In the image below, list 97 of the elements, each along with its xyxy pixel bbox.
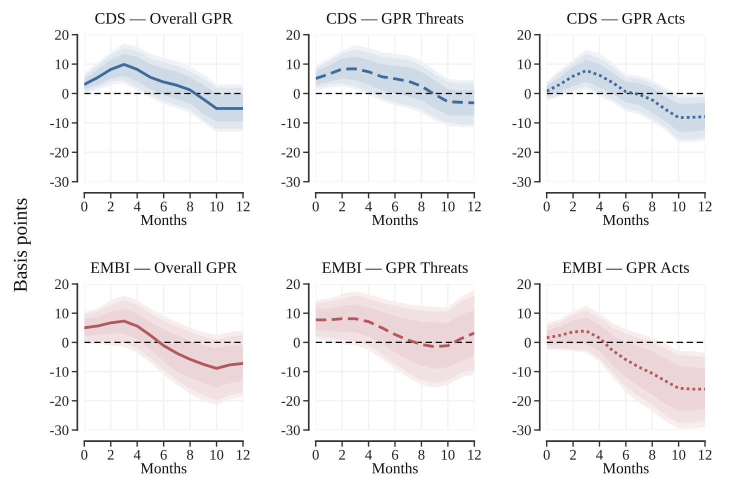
x-tick-label: 2	[339, 202, 345, 212]
y-tick-label: 10	[56, 308, 68, 318]
x-axis-title: Months	[372, 214, 418, 226]
y-tick-label: 10	[287, 308, 300, 318]
y-tick-label: 0	[294, 88, 300, 99]
x-tick-label: 8	[649, 202, 656, 212]
chart-title: EMBI — GPR Acts	[562, 262, 689, 274]
y-tick-label: 0	[524, 338, 531, 348]
x-axis-title: Months	[602, 214, 649, 226]
y-tick-label: 20	[55, 30, 68, 40]
y-tick-label: -10	[50, 366, 68, 377]
chart-title: CDS — GPR Threats	[326, 12, 464, 24]
y-tick-label: -20	[512, 396, 531, 406]
y-tick-label: -30	[50, 177, 68, 187]
x-tick-label: 6	[160, 450, 167, 460]
y-tick-label: -30	[282, 425, 300, 436]
line-series	[546, 69, 705, 119]
x-tick-label: 2	[108, 450, 114, 460]
x-tick-label: 0	[544, 450, 550, 460]
y-tick-label: -20	[282, 148, 300, 158]
y-tick-label: -20	[50, 148, 68, 158]
line-series	[84, 63, 243, 110]
y-tick-label: 0	[62, 88, 68, 99]
x-tick-label: 0	[312, 450, 319, 460]
x-tick-label: 4	[134, 202, 141, 212]
x-tick-label: 8	[187, 202, 194, 212]
y-tick-label: -10	[512, 366, 531, 377]
x-tick-label: 12	[698, 450, 712, 460]
y-tick-label: 10	[287, 59, 300, 70]
x-tick-label: 12	[468, 202, 481, 212]
x-tick-label: 8	[649, 450, 656, 460]
x-tick-label: 8	[418, 202, 425, 212]
x-tick-label: 4	[596, 450, 603, 460]
y-tick-label: 20	[517, 279, 531, 290]
y-tick-label: 10	[518, 308, 531, 318]
y-tick-label: 20	[517, 30, 531, 40]
y-axis-title: Basis points	[14, 198, 31, 292]
y-tick-label: 0	[524, 88, 531, 99]
x-tick-label: 2	[570, 202, 576, 212]
x-tick-label: 2	[570, 450, 576, 460]
y-tick-label: 20	[286, 279, 300, 290]
y-tick-label: -20	[512, 148, 531, 158]
x-tick-label: 10	[442, 202, 455, 212]
chart-title: CDS — Overall GPR	[95, 12, 233, 24]
y-tick-label: -10	[282, 366, 300, 377]
y-tick-label: -20	[50, 396, 68, 406]
line-series	[316, 317, 474, 348]
chart-title: EMBI — Overall GPR	[90, 262, 238, 274]
y-tick-label: 10	[518, 59, 531, 70]
x-tick-label: 12	[236, 450, 250, 460]
x-tick-label: 6	[392, 202, 398, 212]
y-tick-label: 20	[286, 30, 300, 40]
line-series	[84, 320, 243, 370]
y-tick-label: -30	[50, 425, 68, 436]
x-tick-label: 12	[468, 450, 481, 460]
x-tick-label: 4	[596, 202, 603, 212]
y-tick-label: 0	[294, 338, 300, 348]
y-tick-label: -10	[282, 118, 300, 128]
x-tick-label: 6	[160, 202, 167, 212]
x-tick-label: 10	[672, 450, 686, 460]
x-axis-title: Months	[602, 462, 649, 474]
x-tick-label: 0	[544, 202, 550, 212]
x-tick-label: 4	[365, 450, 372, 460]
x-tick-label: 12	[698, 202, 712, 212]
x-tick-label: 12	[236, 202, 250, 212]
y-tick-label: -30	[512, 177, 531, 187]
x-tick-label: 6	[622, 450, 630, 460]
line-series	[546, 330, 705, 391]
y-tick-label: 10	[56, 59, 68, 70]
x-tick-label: 8	[187, 450, 194, 460]
x-axis-title: Months	[140, 462, 186, 474]
y-tick-label: -30	[282, 177, 300, 187]
chart-title: EMBI — GPR Threats	[322, 262, 468, 274]
x-tick-label: 6	[392, 450, 398, 460]
x-tick-label: 8	[418, 450, 425, 460]
y-tick-label: -30	[512, 425, 531, 436]
x-tick-label: 10	[442, 450, 455, 460]
x-tick-label: 10	[210, 202, 224, 212]
y-tick-label: -10	[512, 118, 531, 128]
x-tick-label: 6	[622, 202, 630, 212]
line-series	[316, 67, 474, 104]
x-tick-label: 10	[672, 202, 686, 212]
x-tick-label: 4	[365, 202, 372, 212]
y-tick-label: -20	[282, 396, 300, 406]
x-tick-label: 4	[134, 450, 141, 460]
x-tick-label: 0	[312, 202, 319, 212]
x-tick-label: 10	[210, 450, 224, 460]
x-axis-title: Months	[372, 462, 418, 474]
chart-title: CDS — GPR Acts	[567, 13, 685, 24]
x-tick-label: 0	[81, 450, 88, 460]
x-tick-label: 2	[339, 450, 345, 460]
x-tick-label: 0	[81, 202, 88, 212]
x-axis-title: Months	[140, 214, 186, 226]
y-tick-label: 0	[62, 338, 68, 348]
x-tick-label: 2	[108, 202, 114, 212]
y-tick-label: 20	[55, 279, 68, 290]
y-tick-label: -10	[50, 118, 68, 128]
